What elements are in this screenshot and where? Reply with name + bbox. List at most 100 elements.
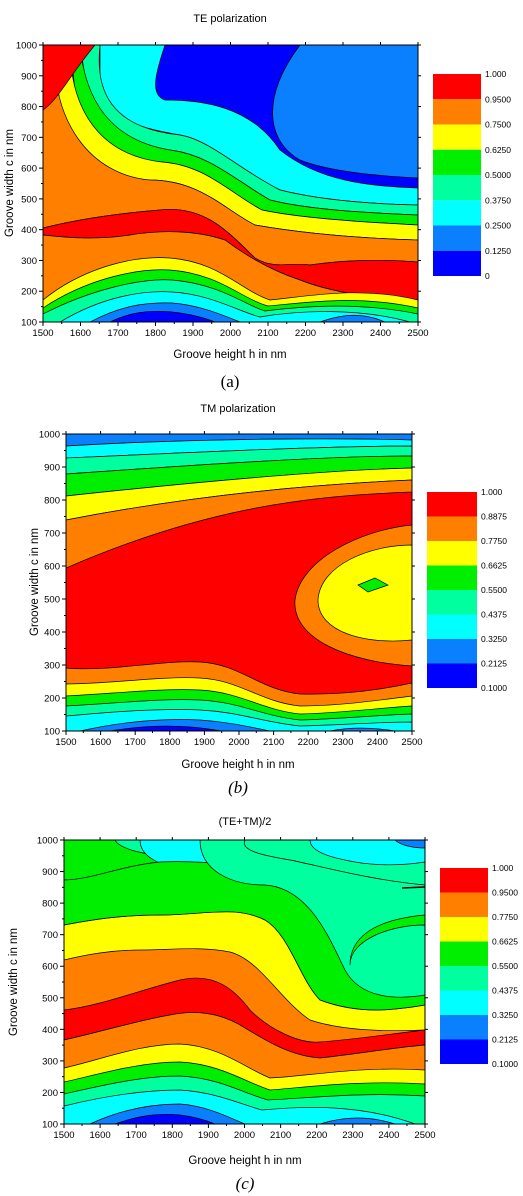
y-tick-label: 1000 xyxy=(16,41,37,52)
x-axis-label: Groove height h in nm xyxy=(181,759,294,771)
legend-swatch xyxy=(440,941,488,966)
y-tick-label: 300 xyxy=(44,661,60,672)
x-tick-label: 1500 xyxy=(53,1130,74,1141)
x-tick-label: 2400 xyxy=(367,737,388,748)
y-tick-label: 1000 xyxy=(37,836,58,847)
legend-label: 0.3250 xyxy=(481,634,507,644)
legend-swatch xyxy=(440,892,488,917)
chart-title: (TE+TM)/2 xyxy=(219,816,272,828)
legend-swatch xyxy=(433,99,481,125)
legend-swatch xyxy=(433,124,481,150)
legend-label: 0.2125 xyxy=(481,659,507,669)
y-tick-label: 700 xyxy=(42,930,58,941)
x-tick-label: 2500 xyxy=(414,1130,435,1141)
legend-swatch xyxy=(433,175,481,201)
legend-label: 0.9500 xyxy=(492,888,518,898)
band-top-orange xyxy=(66,479,412,569)
y-tick-label: 600 xyxy=(42,962,58,973)
x-tick-label: 1600 xyxy=(90,737,111,748)
axes: 1500 1600 1700 1800 1900 2000 2100 2200 2300 2400… xyxy=(39,430,423,749)
legend-label: 0.7500 xyxy=(485,120,511,130)
y-tick-label: 400 xyxy=(42,1025,58,1036)
x-tick-label: 1500 xyxy=(55,737,76,748)
x-tick-label: 1700 xyxy=(125,737,146,748)
legend-swatch xyxy=(433,74,481,100)
x-tick-label: 2100 xyxy=(270,1130,291,1141)
legend-label: 0.1000 xyxy=(492,1059,518,1069)
contour-plot xyxy=(43,45,418,322)
x-tick-label: 2300 xyxy=(342,1130,363,1141)
legend-swatch xyxy=(427,663,477,688)
x-tick-label: 1700 xyxy=(126,1130,147,1141)
legend-label: 0.8875 xyxy=(481,512,507,522)
x-tick-label: 1900 xyxy=(182,328,203,339)
x-tick-label: 2400 xyxy=(378,1130,399,1141)
x-axis-label: Groove height h in nm xyxy=(188,1155,301,1167)
x-tick-label: 1700 xyxy=(107,328,128,339)
y-tick-label: 600 xyxy=(21,164,37,175)
panel-average: (TE+TM)/2 1500 1600 1700 1800 1900 2000 2100 22… xyxy=(8,816,518,1193)
axes: 1500 1600 1700 1800 1900 2000 2100 2200 2300 2400… xyxy=(16,41,429,340)
x-tick-label: 2200 xyxy=(295,328,316,339)
band-level-0b xyxy=(109,310,216,322)
legend-swatch xyxy=(440,917,488,942)
y-tick-label: 300 xyxy=(21,256,37,267)
x-tick-label: 1800 xyxy=(159,737,180,748)
y-axis-label: Groove width c in nm xyxy=(4,129,16,237)
legend-label: 0.5000 xyxy=(485,170,511,180)
x-tick-label: 2000 xyxy=(234,1130,255,1141)
legend-label: 0.4375 xyxy=(492,986,518,996)
x-tick-label: 2500 xyxy=(407,328,428,339)
band-level-1 xyxy=(43,45,418,322)
band-bot-navy xyxy=(109,725,223,731)
y-tick-label: 100 xyxy=(42,1120,58,1131)
legend-swatch xyxy=(433,250,481,276)
y-tick-label: 300 xyxy=(42,1056,58,1067)
contour-plot xyxy=(66,434,412,731)
y-tick-label: 500 xyxy=(42,993,58,1004)
panel-te: TE polarization 1500 1600 1700 1800 1900 2000… xyxy=(4,13,511,391)
x-tick-label: 2100 xyxy=(257,328,278,339)
chart-title: TM polarization xyxy=(200,403,275,415)
legend-label: 0.1250 xyxy=(485,246,511,256)
panel-caption: (a) xyxy=(221,372,240,391)
legend-label: 0.6625 xyxy=(492,937,518,947)
legend: 1.000 0.9500 0.7750 0.6625 0.5500 0.4375 0.325… xyxy=(440,863,518,1069)
y-tick-label: 800 xyxy=(21,102,37,113)
band-mid-green xyxy=(357,577,389,593)
x-tick-label: 1900 xyxy=(194,737,215,748)
x-tick-label: 1600 xyxy=(70,328,91,339)
x-tick-label: 1900 xyxy=(198,1130,219,1141)
legend-swatch xyxy=(433,149,481,175)
legend-label: 0.6250 xyxy=(485,145,511,155)
y-tick-label: 200 xyxy=(42,1088,58,1099)
x-tick-label: 2400 xyxy=(370,328,391,339)
legend-swatch xyxy=(427,492,477,517)
legend-label: 1.000 xyxy=(485,69,507,79)
legend-swatch xyxy=(427,639,477,664)
band-right-line xyxy=(401,886,425,889)
legend-label: 0.2125 xyxy=(492,1035,518,1045)
y-tick-label: 800 xyxy=(44,496,60,507)
y-tick-label: 700 xyxy=(44,529,60,540)
chart-title: TE polarization xyxy=(193,13,266,25)
legend-label: 0.3250 xyxy=(492,1010,518,1020)
legend-label: 0 xyxy=(485,271,490,281)
x-tick-label: 2000 xyxy=(220,328,241,339)
legend-swatch xyxy=(433,200,481,226)
y-tick-label: 100 xyxy=(21,318,37,329)
legend-label: 1.000 xyxy=(492,863,514,873)
y-tick-label: 1000 xyxy=(39,430,60,441)
legend-swatch xyxy=(440,868,488,893)
x-tick-label: 1800 xyxy=(145,328,166,339)
legend-swatch xyxy=(440,990,488,1015)
band-mid-mint xyxy=(199,840,425,998)
x-tick-label: 2200 xyxy=(298,737,319,748)
x-tick-label: 1800 xyxy=(162,1130,183,1141)
legend-label: 0.6625 xyxy=(481,561,507,571)
legend-swatch xyxy=(427,541,477,566)
legend-label: 0.5500 xyxy=(481,585,507,595)
y-tick-label: 900 xyxy=(42,867,58,878)
legend-swatch xyxy=(440,1039,488,1064)
y-tick-label: 600 xyxy=(44,562,60,573)
